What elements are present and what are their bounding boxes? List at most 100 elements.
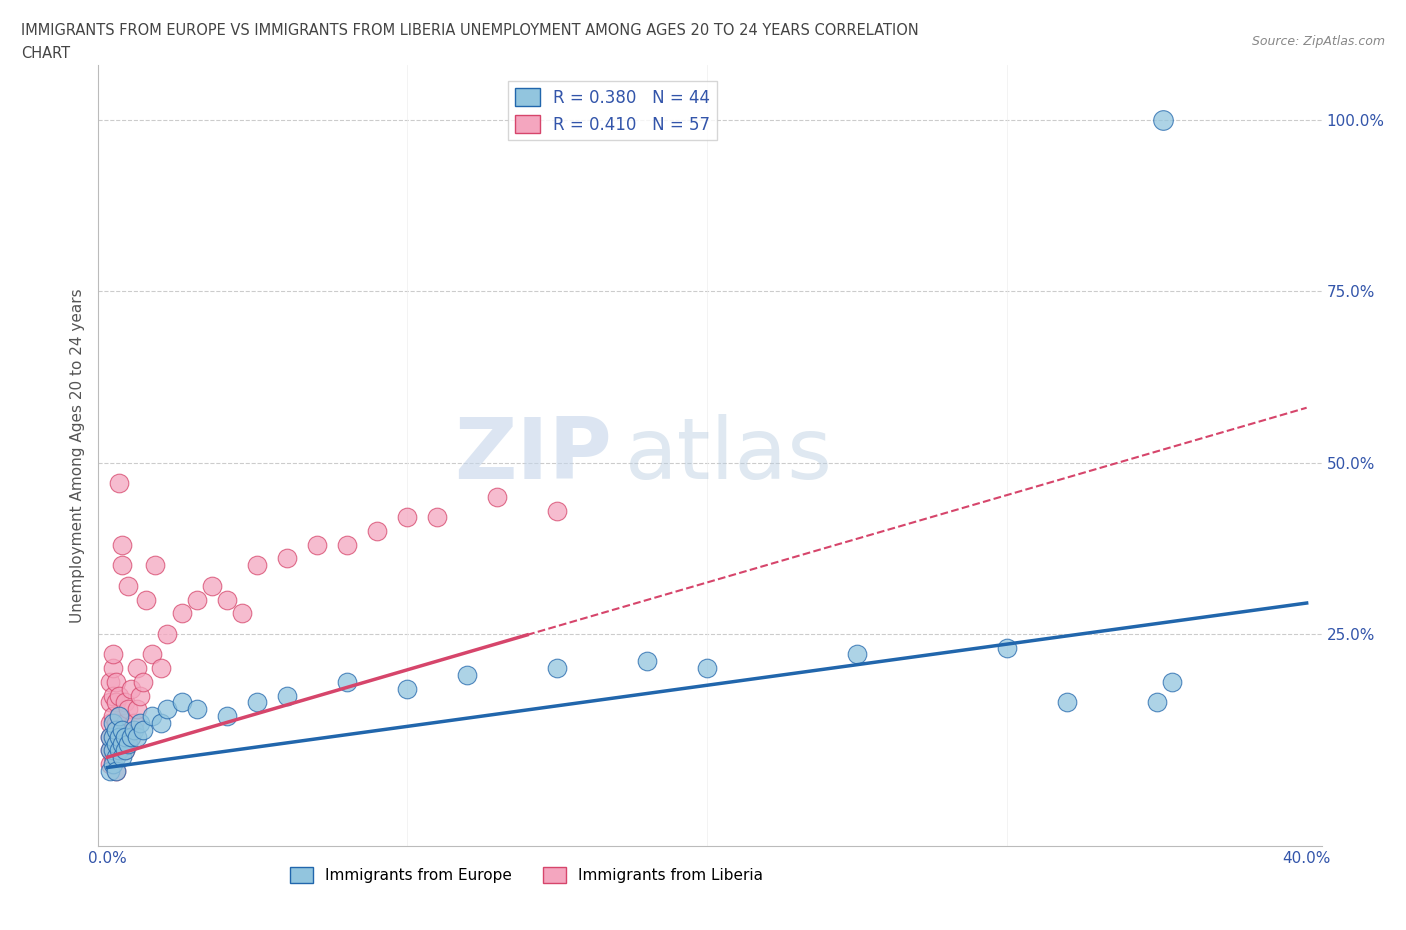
Point — [114, 729, 136, 744]
Point — [366, 524, 388, 538]
Point — [117, 578, 139, 593]
Text: IMMIGRANTS FROM EUROPE VS IMMIGRANTS FROM LIBERIA UNEMPLOYMENT AMONG AGES 20 TO : IMMIGRANTS FROM EUROPE VS IMMIGRANTS FRO… — [21, 23, 920, 38]
Point — [120, 729, 142, 744]
Point — [156, 702, 179, 717]
Point — [486, 489, 509, 504]
Point — [141, 647, 163, 662]
Point — [172, 605, 194, 620]
Point — [100, 764, 122, 778]
Point — [246, 695, 269, 710]
Point — [103, 715, 125, 730]
Point — [636, 654, 658, 669]
Point — [105, 764, 128, 778]
Point — [124, 715, 146, 730]
Point — [127, 702, 149, 717]
Point — [124, 723, 146, 737]
Point — [105, 736, 128, 751]
Point — [117, 702, 139, 717]
Point — [103, 647, 125, 662]
Text: Source: ZipAtlas.com: Source: ZipAtlas.com — [1251, 35, 1385, 48]
Point — [217, 709, 239, 724]
Point — [103, 709, 125, 724]
Point — [186, 702, 208, 717]
Point — [108, 743, 131, 758]
Point — [103, 729, 125, 744]
Point — [108, 729, 131, 744]
Point — [105, 723, 128, 737]
Point — [396, 510, 419, 525]
Point — [276, 688, 298, 703]
Point — [1146, 695, 1168, 710]
Point — [111, 743, 134, 758]
Point — [546, 503, 568, 518]
Point — [396, 682, 419, 697]
Point — [696, 660, 718, 675]
Point — [100, 743, 122, 758]
Point — [114, 695, 136, 710]
Point — [456, 668, 478, 683]
Point — [108, 688, 131, 703]
Text: atlas: atlas — [624, 414, 832, 498]
Point — [100, 729, 122, 744]
Point — [120, 729, 142, 744]
Point — [108, 729, 131, 744]
Point — [114, 715, 136, 730]
Point — [111, 750, 134, 764]
Point — [1160, 674, 1182, 689]
Point — [100, 674, 122, 689]
Point — [100, 695, 122, 710]
Point — [105, 674, 128, 689]
Y-axis label: Unemployment Among Ages 20 to 24 years: Unemployment Among Ages 20 to 24 years — [69, 288, 84, 623]
Point — [426, 510, 449, 525]
Point — [105, 715, 128, 730]
Point — [100, 729, 122, 744]
Point — [186, 592, 208, 607]
Point — [546, 660, 568, 675]
Point — [231, 605, 253, 620]
Point — [103, 750, 125, 764]
Point — [105, 736, 128, 751]
Point — [111, 558, 134, 573]
Point — [114, 743, 136, 758]
Point — [132, 674, 155, 689]
Point — [117, 736, 139, 751]
Point — [105, 750, 128, 764]
Point — [103, 660, 125, 675]
Point — [111, 723, 134, 737]
Point — [100, 715, 122, 730]
Point — [108, 709, 131, 724]
Point — [336, 674, 359, 689]
Point — [141, 709, 163, 724]
Point — [995, 640, 1018, 655]
Point — [108, 709, 131, 724]
Point — [105, 764, 128, 778]
Point — [129, 715, 152, 730]
Point — [114, 743, 136, 758]
Point — [132, 723, 155, 737]
Point — [108, 475, 131, 490]
Point — [103, 757, 125, 772]
Point — [172, 695, 194, 710]
Text: ZIP: ZIP — [454, 414, 612, 498]
Point — [145, 558, 167, 573]
Point — [105, 695, 128, 710]
Point — [103, 743, 125, 758]
Point — [135, 592, 157, 607]
Point — [845, 647, 868, 662]
Point — [156, 627, 179, 642]
Text: CHART: CHART — [21, 46, 70, 61]
Point — [336, 538, 359, 552]
Point — [100, 757, 122, 772]
Point — [276, 551, 298, 566]
Point — [103, 743, 125, 758]
Point — [111, 736, 134, 751]
Point — [100, 743, 122, 758]
Point — [103, 729, 125, 744]
Legend: R = 0.380   N = 44, R = 0.410   N = 57: R = 0.380 N = 44, R = 0.410 N = 57 — [508, 81, 717, 140]
Point — [150, 660, 173, 675]
Point — [217, 592, 239, 607]
Point — [127, 660, 149, 675]
Point — [1056, 695, 1078, 710]
Point — [307, 538, 329, 552]
Point — [129, 688, 152, 703]
